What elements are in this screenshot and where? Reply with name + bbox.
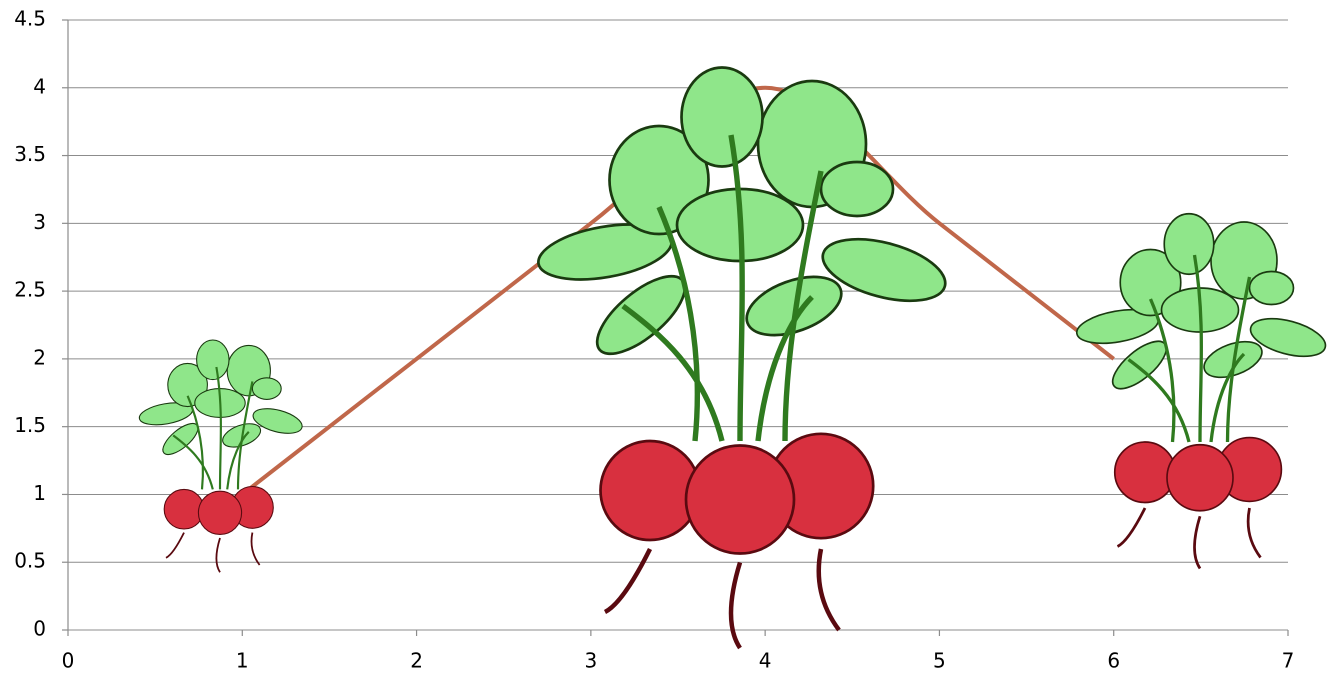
x-tick-label: 1 (236, 649, 249, 673)
x-tick-label: 6 (1107, 649, 1120, 673)
x-tick-label: 2 (410, 649, 423, 673)
y-tick-label: 3.5 (14, 142, 46, 166)
x-tick-label: 5 (933, 649, 946, 673)
x-tick-label: 7 (1282, 649, 1295, 673)
y-tick-label: 2.5 (14, 278, 46, 302)
x-tick-label: 3 (584, 649, 597, 673)
y-tick-label: 3 (33, 210, 46, 234)
y-tick-label: 0.5 (14, 549, 46, 573)
chart: 0 0.5 1 1.5 2 2.5 3 3.5 4 4.5 0 1 2 3 4 5 6 7 (0, 0, 1328, 674)
x-tick-label: 0 (62, 649, 75, 673)
radish-large (534, 67, 952, 648)
y-tick-label: 2 (33, 345, 46, 369)
y-tick-label: 0 (33, 617, 46, 641)
radish-medium (1074, 214, 1328, 569)
y-tick-label: 1 (33, 481, 46, 505)
x-tick-label: 4 (759, 649, 772, 673)
radish-decorations (138, 67, 1328, 648)
y-tick-label: 4 (33, 74, 46, 98)
radish-small (138, 340, 305, 572)
y-tick-label: 1.5 (14, 413, 46, 437)
y-tick-label: 4.5 (14, 7, 46, 31)
